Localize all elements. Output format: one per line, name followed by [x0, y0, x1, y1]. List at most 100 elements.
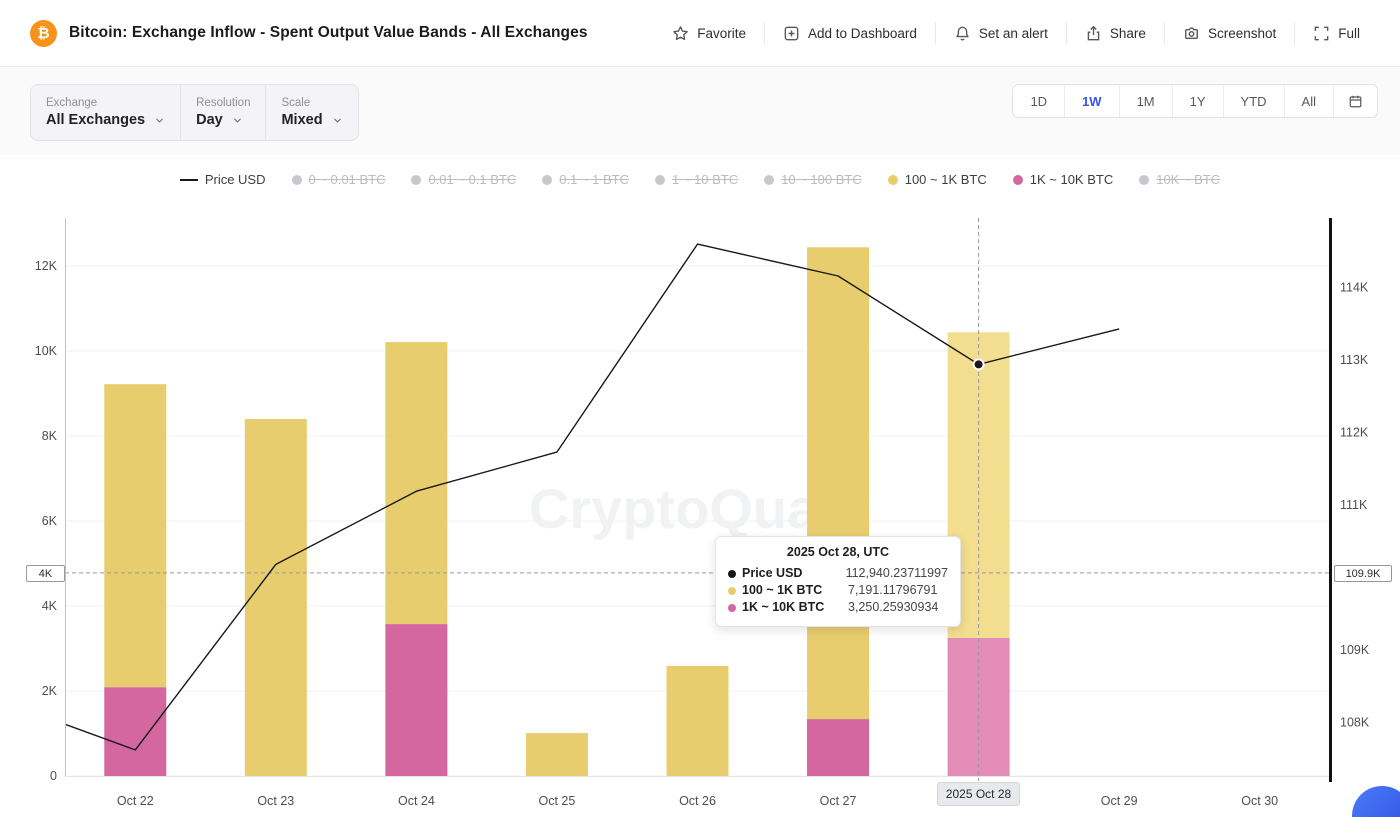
- hover-marker-halo: [972, 358, 985, 371]
- range-selector: 1D 1W 1M 1Y YTD All: [1012, 84, 1378, 118]
- right-axis-tick-label: 112K: [1340, 426, 1369, 440]
- x-axis-tick-label: Oct 27: [820, 794, 857, 808]
- legend-label: 1K ~ 10K BTC: [1029, 172, 1114, 187]
- x-axis-tick-label: Oct 24: [398, 794, 435, 808]
- x-axis-tick-label: Oct 25: [539, 794, 576, 808]
- legend-dot-swatch: [1012, 174, 1023, 185]
- left-axis-tick-label: 2K: [42, 684, 58, 698]
- legend-label: 0 ~ 0.01 BTC: [308, 172, 386, 187]
- tooltip-series-value: 7,191.11796791: [848, 583, 938, 597]
- calendar-button[interactable]: [1333, 85, 1377, 117]
- filter-resolution[interactable]: Resolution Day: [180, 85, 265, 140]
- filter-value-row: Mixed: [281, 112, 342, 128]
- filter-value: Mixed: [281, 112, 323, 128]
- tooltip-row: Price USD 112,940.23711997: [728, 565, 948, 582]
- legend-item[interactable]: 100 ~ 1K BTC: [887, 172, 987, 187]
- legend-item[interactable]: 10K ~ BTC: [1139, 172, 1220, 187]
- legend-item[interactable]: 1K ~ 10K BTC: [1012, 172, 1114, 187]
- legend-label: 0.01 ~ 0.1 BTC: [428, 172, 517, 187]
- legend-item[interactable]: 1 ~ 10 BTC: [655, 172, 738, 187]
- crosshair-left-label: 4K: [26, 565, 65, 582]
- bell-icon: [954, 25, 971, 42]
- crosshair-right-label: 109.9K: [1334, 565, 1392, 582]
- legend-label: 0.1 ~ 1 BTC: [559, 172, 630, 187]
- bar-segment-1k-10k-btc[interactable]: [385, 624, 448, 776]
- header-action-add-to-dashboard[interactable]: Add to Dashboard: [764, 22, 935, 44]
- right-axis-tick-label: 114K: [1340, 281, 1369, 295]
- bar-segment-100-1k-btc[interactable]: [525, 733, 588, 776]
- filter-value: Day: [196, 112, 223, 128]
- star-icon: [672, 25, 689, 42]
- chevron-down-icon: [332, 115, 343, 126]
- legend-item[interactable]: 0 ~ 0.01 BTC: [291, 172, 386, 187]
- legend-dot-swatch: [764, 174, 775, 185]
- toolbar: Exchange All Exchanges Resolution Day Scale M…: [0, 68, 1400, 155]
- header-action-full[interactable]: Full: [1294, 22, 1378, 44]
- tooltip-series-dot: [728, 569, 736, 578]
- header-action-favorite[interactable]: Favorite: [654, 22, 764, 44]
- right-axis-tick-label: 108K: [1340, 715, 1370, 729]
- filter-value-row: Day: [196, 112, 250, 128]
- tooltip-series-label: 1K ~ 10K BTC: [742, 600, 825, 614]
- fullscreen-icon: [1313, 25, 1330, 42]
- range-option-1w[interactable]: 1W: [1064, 85, 1119, 117]
- tooltip-title: 2025 Oct 28, UTC: [786, 545, 890, 559]
- legend-dot-swatch: [411, 174, 422, 185]
- range-option-1y[interactable]: 1Y: [1171, 85, 1223, 117]
- chart-header: ₿ Bitcoin: Exchange Inflow - Spent Outpu…: [0, 0, 1400, 67]
- page-title: Bitcoin: Exchange Inflow - Spent Output …: [69, 24, 588, 41]
- right-axis-tick-label: 113K: [1340, 353, 1369, 367]
- range-option-1d[interactable]: 1D: [1013, 85, 1064, 117]
- legend-dot-swatch: [1139, 174, 1150, 185]
- header-action-screenshot[interactable]: Screenshot: [1163, 22, 1294, 44]
- header-action-set-alert[interactable]: Set an alert: [934, 22, 1066, 44]
- bar-segment-1k-10k-btc[interactable]: [807, 719, 870, 776]
- legend-label: 10 ~ 100 BTC: [781, 172, 862, 187]
- left-axis-tick-label: 4K: [42, 599, 58, 613]
- tooltip-series-dot: [728, 603, 736, 612]
- filter-label: Resolution: [196, 97, 251, 109]
- header-action-label: Add to Dashboard: [808, 25, 917, 41]
- header-action-share[interactable]: Share: [1065, 22, 1164, 44]
- range-option-all[interactable]: All: [1283, 85, 1333, 117]
- filter-exchange[interactable]: Exchange All Exchanges: [31, 85, 180, 140]
- x-axis-tick-label: Oct 29: [1101, 794, 1138, 808]
- x-axis-tick-label: Oct 22: [117, 794, 154, 808]
- legend-dot-swatch: [655, 174, 666, 185]
- filter-group: Exchange All Exchanges Resolution Day Scale M…: [30, 84, 359, 141]
- header-action-label: Screenshot: [1207, 25, 1277, 41]
- tooltip-series-label: 100 ~ 1K BTC: [742, 583, 823, 597]
- bar-segment-100-1k-btc[interactable]: [666, 665, 729, 776]
- bar-segment-1k-10k-btc[interactable]: [104, 687, 167, 776]
- hover-marker: [974, 360, 983, 369]
- header-action-label: Full: [1338, 25, 1360, 41]
- header-action-label: Set an alert: [978, 25, 1048, 41]
- header-action-label: Share: [1109, 25, 1146, 41]
- legend-item[interactable]: 0.1 ~ 1 BTC: [542, 172, 629, 187]
- crosshair-date-label: 2025 Oct 28: [937, 782, 1020, 806]
- chat-widget-button[interactable]: [1352, 786, 1400, 817]
- range-option-1m[interactable]: 1M: [1118, 85, 1172, 117]
- legend-dot-swatch: [291, 174, 302, 185]
- x-axis-tick-label: Oct 26: [679, 794, 716, 808]
- legend-item[interactable]: 10 ~ 100 BTC: [764, 172, 862, 187]
- header-actions: Favorite Add to Dashboard Set an alert Shar…: [654, 22, 1378, 44]
- legend-item[interactable]: Price USD: [179, 172, 266, 187]
- legend-label: 100 ~ 1K BTC: [904, 172, 987, 187]
- filter-label: Exchange: [46, 97, 98, 109]
- left-axis-tick-label: 0: [50, 769, 57, 783]
- bar-segment-100-1k-btc[interactable]: [244, 419, 307, 776]
- tooltip-row: 1K ~ 10K BTC 3,250.25930934: [728, 599, 948, 616]
- legend-item[interactable]: 0.01 ~ 0.1 BTC: [411, 172, 516, 187]
- filter-value-row: All Exchanges: [46, 112, 165, 128]
- legend-dot-swatch: [542, 174, 553, 185]
- filter-scale[interactable]: Scale Mixed: [265, 85, 357, 140]
- range-option-ytd[interactable]: YTD: [1222, 85, 1284, 117]
- tooltip-series-dot: [728, 586, 736, 595]
- chart-legend: Price USD 0 ~ 0.01 BTC 0.01 ~ 0.1 BTC 0.1 ~…: [0, 172, 1400, 187]
- filter-label: Scale: [281, 97, 311, 109]
- bar-segment-1k-10k-btc[interactable]: [947, 637, 1010, 776]
- share-icon: [1085, 25, 1102, 42]
- chevron-down-icon: [154, 115, 165, 126]
